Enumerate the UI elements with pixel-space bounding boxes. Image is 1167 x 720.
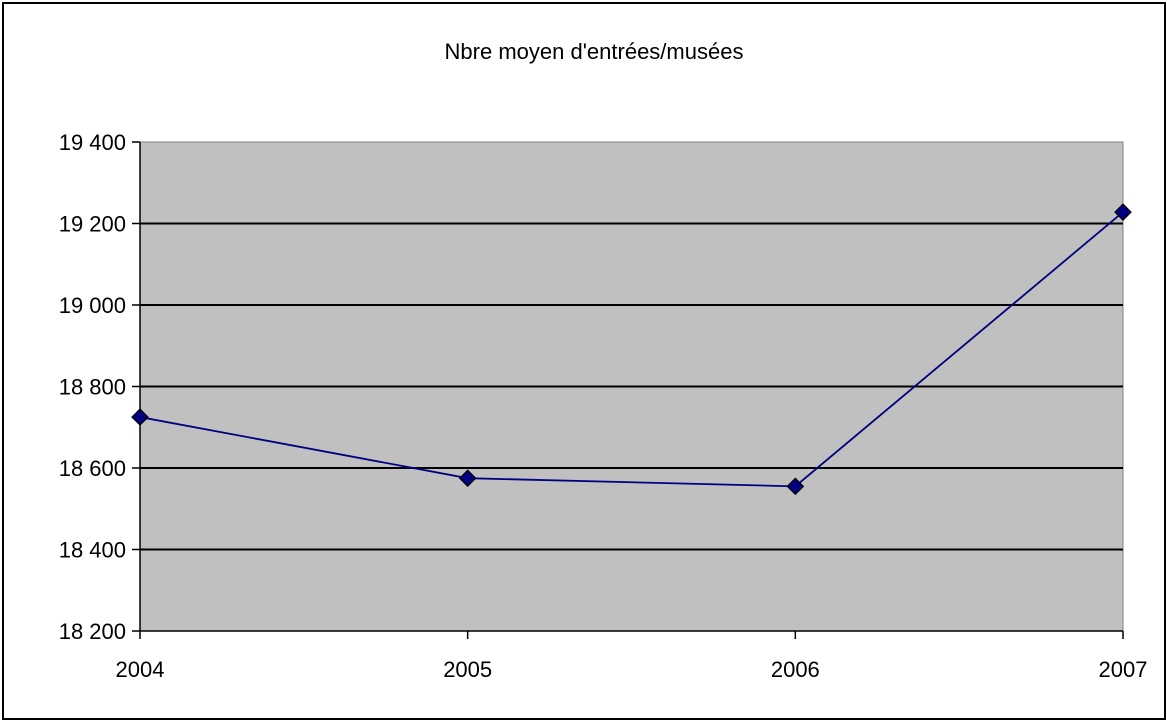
data-point-marker — [786, 477, 805, 496]
y-tick-labels: 18 200 18 400 18 600 18 800 19 000 19 200 19 4… — [59, 130, 126, 644]
x-tick-labels: 2004 2005 2006 2007 — [116, 657, 1148, 682]
y-tick-label: 18 400 — [59, 538, 126, 563]
x-tick-label: 2005 — [443, 657, 492, 682]
data-point-marker — [131, 408, 149, 426]
chart-title: Nbre moyen d'entrées/musées — [445, 39, 744, 64]
y-tick-label: 18 200 — [59, 619, 126, 644]
y-tick-label: 18 800 — [59, 375, 126, 400]
y-tick-label: 19 200 — [59, 212, 126, 237]
y-tick-label: 19 400 — [59, 130, 126, 155]
axes — [132, 141, 1124, 639]
y-tick-label: 18 600 — [59, 456, 126, 481]
data-point-marker — [1114, 203, 1132, 221]
x-tick-label: 2006 — [771, 657, 820, 682]
data-point-marker — [458, 469, 477, 488]
x-tick-label: 2004 — [116, 657, 165, 682]
grid-lines — [140, 222, 1123, 551]
x-tick-label: 2007 — [1099, 657, 1148, 682]
chart-svg: Nbre moyen d'entrées/musées 18 200 18 400… — [59, 39, 1148, 682]
y-tick-label: 19 000 — [59, 293, 126, 318]
series-group — [131, 203, 1132, 496]
series-line — [139, 211, 1124, 488]
